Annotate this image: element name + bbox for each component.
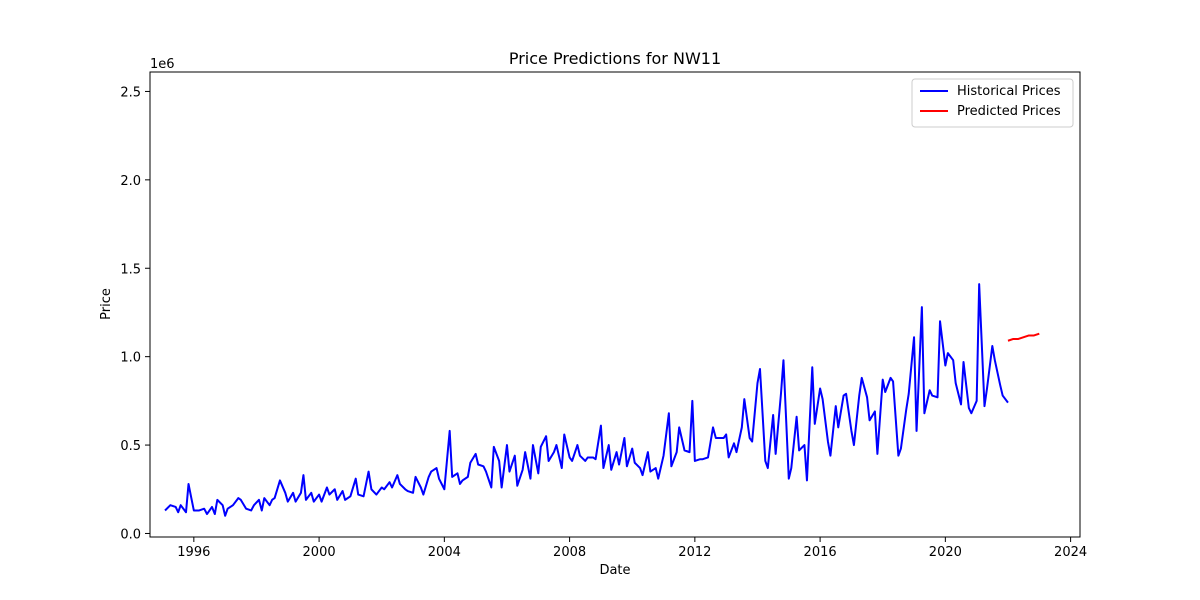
x-tick-label: 2020 [929,545,962,560]
y-tick-label: 2.5 [120,85,141,100]
y-tick-label: 2.0 [120,174,141,189]
legend-box [911,78,1074,128]
x-tick-label: 2004 [428,545,461,560]
plot-area [164,283,1040,517]
y-tick-label: 1.5 [120,262,141,277]
y-tick-label: 0.0 [120,527,141,542]
legend: Historical Prices Predicted Prices [911,78,1074,128]
legend-label-predicted: Predicted Prices [957,104,1061,119]
legend-label-historical: Historical Prices [957,84,1061,99]
x-axis: 1996 2000 2004 2008 2012 2016 2020 2024 [177,537,1087,560]
y-tick-label: 1.0 [120,351,141,366]
y-axis-title: Price [99,288,114,320]
historical-prices-line [164,283,1009,517]
x-axis-title: Date [599,563,630,578]
x-tick-label: 2008 [553,545,586,560]
x-tick-label: 1996 [177,545,210,560]
y-axis: 0.0 0.5 1.0 1.5 2.0 2.5 [120,85,150,542]
y-axis-multiplier: 1e6 [150,57,175,72]
predicted-prices-line [1007,332,1040,342]
x-tick-label: 2024 [1054,545,1087,560]
chart-title: Price Predictions for NW11 [509,49,721,68]
plot-frame [149,71,1081,538]
x-tick-label: 2012 [678,545,711,560]
x-tick-label: 2016 [804,545,837,560]
x-tick-label: 2000 [303,545,336,560]
y-tick-label: 0.5 [120,439,141,454]
